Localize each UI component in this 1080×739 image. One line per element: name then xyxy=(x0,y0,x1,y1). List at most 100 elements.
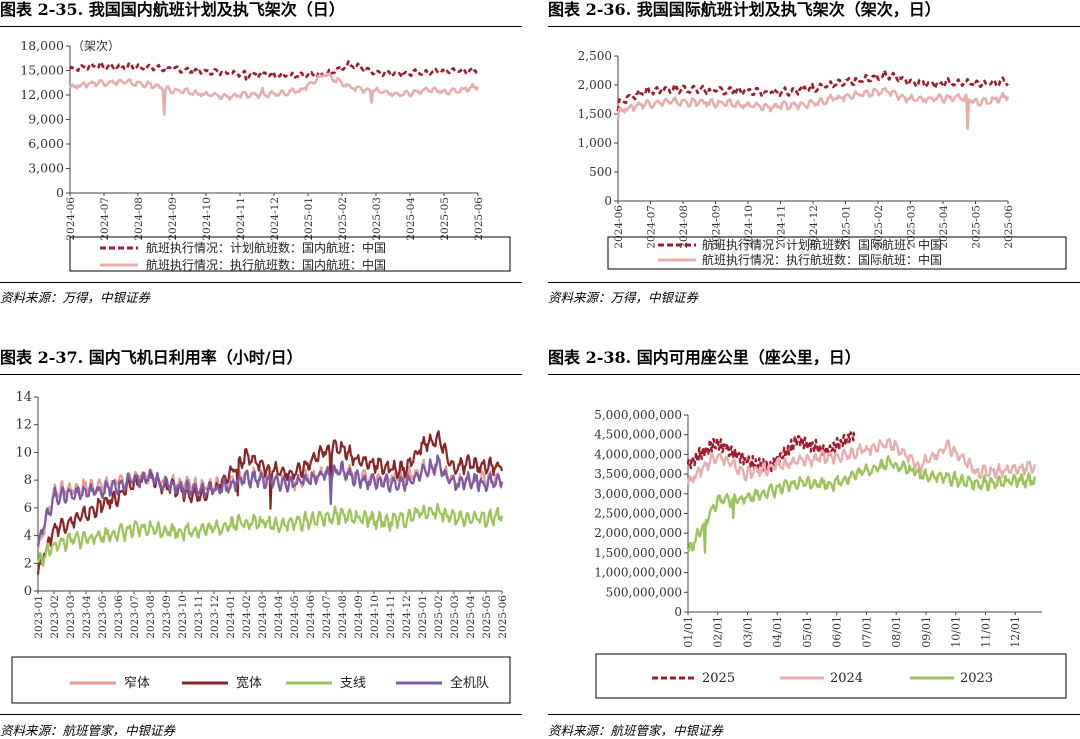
title-rule xyxy=(0,26,522,27)
y-tick-label: 3,000 xyxy=(28,161,64,176)
x-tick-label: 2024-10 xyxy=(369,595,381,639)
chart-title: 图表 2-36. 我国国际航班计划及执飞架次（架次，日） xyxy=(548,0,941,19)
x-tick-label: 10/01 xyxy=(950,616,963,648)
x-tick-label: 2025-05 xyxy=(971,205,983,249)
y-tick-label: 2,500,000,000 xyxy=(594,507,682,521)
source-note: 资料来源：航班管家，中银证券 xyxy=(548,723,724,738)
y-tick-label: 0 xyxy=(604,194,612,208)
legend-box xyxy=(11,656,511,704)
series-line xyxy=(68,60,479,81)
x-tick-label: 03/01 xyxy=(741,616,754,648)
legend-label: 航班执行情况：执行航班数：国内航班：中国 xyxy=(146,257,386,272)
x-tick-label: 2025-05 xyxy=(481,595,493,639)
x-tick-label: 2024-12 xyxy=(401,595,413,639)
y-tick-label: 2 xyxy=(24,556,32,571)
y-tick-label: 1,000 xyxy=(578,136,612,150)
x-tick-label: 2025-06 xyxy=(497,595,509,639)
legend-label: 2023 xyxy=(960,671,993,686)
y-tick-label: 4,500,000,000 xyxy=(594,428,682,442)
chart-title: 图表 2-37. 国内飞机日利用率（小时/日） xyxy=(0,348,303,367)
x-tick-label: 2025-02 xyxy=(433,595,445,639)
source-rule xyxy=(0,282,522,283)
x-tick-label: 2023-02 xyxy=(49,595,61,639)
chart-svg-2-36: 0 500 1,000 1,500 2,000 2,500 2024-06 2024-07 20… xyxy=(578,49,1067,270)
y-tick-label: 0 xyxy=(24,584,32,599)
x-tick-label: 2024-02 xyxy=(241,595,253,639)
legend-label: 航班执行情况：计划航班数：国内航班：中国 xyxy=(146,240,386,255)
x-tick-label: 2023-12 xyxy=(209,595,221,639)
x-tick-label: 08/01 xyxy=(890,616,903,648)
y-tick-label: 10 xyxy=(15,445,32,460)
legend-box xyxy=(595,653,1067,699)
y-tick-label: 2,500 xyxy=(578,49,612,63)
x-tick-label: 2025-04 xyxy=(405,197,417,241)
x-tick-label: 01/01 xyxy=(682,616,695,648)
x-tick-label: 2025-01 xyxy=(303,197,315,241)
x-tick-label: 2024-01 xyxy=(225,595,237,639)
x-tick-label: 2023-01 xyxy=(33,595,45,639)
source-rule xyxy=(548,282,1080,283)
series-line xyxy=(686,437,1037,486)
legend-label: 全机队 xyxy=(450,675,489,691)
x-tick-label: 07/01 xyxy=(860,616,873,648)
x-tick-label: 2023-08 xyxy=(145,595,157,639)
y-tick-label: 15,000 xyxy=(20,63,64,78)
x-tick-label: 2024-08 xyxy=(133,197,145,241)
y-tick-label: 500 xyxy=(589,165,612,179)
legend-label: 2024 xyxy=(830,671,863,686)
y-axis-unit: （架次） xyxy=(72,39,120,53)
source-rule xyxy=(0,714,522,715)
legend-box xyxy=(69,236,511,272)
x-tick-label: 2024-11 xyxy=(235,197,247,241)
legend-label: 航班执行情况：执行航班数：国际航班：中国 xyxy=(702,252,942,267)
y-tick-label: 5,000,000,000 xyxy=(594,408,682,422)
series-line xyxy=(686,431,856,474)
x-tick-label: 2023-04 xyxy=(81,595,93,639)
x-tick-label: 2024-04 xyxy=(273,595,285,639)
series-line xyxy=(36,430,504,575)
x-tick-label: 2024-09 xyxy=(167,197,179,241)
y-tick-label: 500,000,000 xyxy=(606,585,682,599)
y-tick-label: 18,000 xyxy=(20,38,64,53)
legend-label: 2025 xyxy=(702,671,735,686)
x-tick-label: 2025-03 xyxy=(449,595,461,639)
y-tick-label: 2,000 xyxy=(578,78,612,92)
y-tick-label: 2,000,000,000 xyxy=(594,526,682,540)
x-tick-label: 2024-05 xyxy=(289,595,301,639)
y-tick-label: 14 xyxy=(15,390,32,405)
title-rule xyxy=(548,374,1080,375)
chart-svg-2-38: 0 500,000,000 1,000,000,000 1,500,000,000 2,… xyxy=(594,408,1067,699)
x-tick-label: 2024-11 xyxy=(776,205,788,249)
x-tick-label: 05/01 xyxy=(801,616,814,648)
x-tick-label: 2025-02 xyxy=(337,197,349,241)
x-tick-label: 2025-03 xyxy=(371,197,383,241)
series-line xyxy=(616,69,1009,112)
x-tick-label: 2024-10 xyxy=(743,205,755,249)
x-tick-label: 2024-06 xyxy=(65,197,77,241)
y-tick-label: 1,500 xyxy=(578,107,612,121)
title-rule xyxy=(0,374,522,375)
x-tick-label: 04/01 xyxy=(771,616,784,648)
chart-svg-2-35: 0 3,000 6,000 9,000 12,000 15,000 18,000 2024-0… xyxy=(20,38,511,272)
x-tick-label: 2024-08 xyxy=(337,595,349,639)
legend-label: 航班执行情况：计划航班数：国际航班：中国 xyxy=(702,237,942,252)
series-line xyxy=(686,455,1037,554)
chart-panel-2-37: 图表 2-37. 国内飞机日利用率（小时/日） 0 2 4 6 8 10 12 14 2023-… xyxy=(0,348,522,739)
x-tick-label: 2024-08 xyxy=(678,205,690,249)
x-tick-label: 06/01 xyxy=(831,616,844,648)
y-tick-label: 12 xyxy=(15,418,32,433)
y-tick-label: 12,000 xyxy=(20,87,64,102)
chart-panel-2-38: 图表 2-38. 国内可用座公里（座公里，日） 0 500,000,000 1,00… xyxy=(548,348,1080,739)
x-tick-label: 2025-03 xyxy=(906,205,918,249)
legend-label: 支线 xyxy=(340,676,366,691)
legend-label: 窄体 xyxy=(124,675,150,691)
x-tick-label: 2023-11 xyxy=(193,595,205,639)
x-tick-label: 09/01 xyxy=(920,616,933,648)
x-tick-label: 2024-06 xyxy=(305,595,317,639)
x-tick-label: 2024-10 xyxy=(201,197,213,241)
source-rule xyxy=(548,714,1080,715)
x-tick-label: 2023-09 xyxy=(161,595,173,639)
x-tick-label: 2025-02 xyxy=(873,205,885,249)
x-tick-label: 2023-03 xyxy=(65,595,77,639)
x-tick-label: 2025-06 xyxy=(1003,205,1015,249)
